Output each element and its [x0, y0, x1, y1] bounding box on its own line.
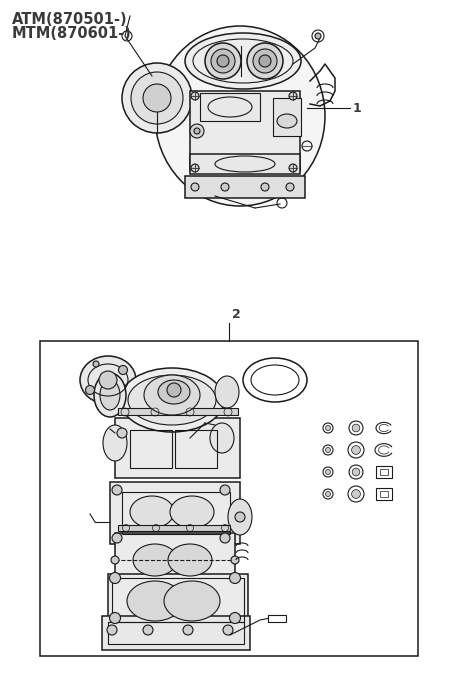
Bar [175, 430, 217, 468]
Bar [108, 622, 244, 644]
Bar [200, 93, 259, 121]
Ellipse shape [100, 380, 120, 410]
Circle shape [107, 625, 117, 635]
Bar [118, 525, 230, 531]
Circle shape [285, 183, 294, 191]
Circle shape [205, 43, 240, 79]
Polygon shape [189, 91, 300, 171]
Circle shape [231, 556, 238, 564]
Circle shape [223, 625, 232, 635]
Ellipse shape [163, 581, 219, 621]
Circle shape [143, 84, 171, 112]
Circle shape [131, 72, 182, 124]
Circle shape [109, 572, 120, 584]
Circle shape [246, 43, 282, 79]
Circle shape [191, 164, 199, 172]
Circle shape [325, 426, 330, 431]
Bar [102, 616, 250, 650]
Circle shape [260, 183, 269, 191]
Circle shape [118, 366, 127, 375]
Ellipse shape [103, 425, 127, 461]
Ellipse shape [185, 33, 300, 89]
Circle shape [229, 572, 240, 584]
Ellipse shape [94, 373, 126, 417]
Ellipse shape [227, 499, 251, 535]
Bar [375, 466, 391, 478]
Circle shape [217, 55, 229, 67]
Ellipse shape [158, 380, 189, 404]
Circle shape [99, 371, 117, 389]
Ellipse shape [128, 375, 216, 425]
Circle shape [234, 512, 244, 522]
Circle shape [211, 49, 234, 73]
Circle shape [351, 424, 359, 432]
Ellipse shape [120, 368, 224, 432]
Circle shape [288, 92, 296, 100]
Circle shape [351, 468, 359, 476]
Circle shape [351, 445, 360, 454]
Circle shape [194, 128, 200, 134]
Ellipse shape [80, 356, 136, 404]
Circle shape [85, 385, 94, 394]
Bar [118, 408, 238, 415]
Text: 1: 1 [352, 101, 361, 114]
Ellipse shape [144, 375, 200, 415]
Circle shape [219, 533, 230, 543]
Bar [130, 430, 172, 468]
Circle shape [288, 164, 296, 172]
Bar [110, 482, 239, 544]
Circle shape [93, 361, 99, 367]
Circle shape [314, 33, 320, 39]
Bar [379, 491, 387, 497]
Circle shape [220, 183, 229, 191]
Circle shape [191, 183, 199, 191]
Circle shape [252, 49, 276, 73]
Ellipse shape [214, 376, 238, 408]
Text: ATM(870501-): ATM(870501-) [12, 12, 127, 27]
Circle shape [189, 124, 204, 138]
Ellipse shape [276, 114, 296, 128]
Circle shape [111, 556, 119, 564]
Circle shape [112, 485, 122, 495]
Circle shape [109, 613, 120, 623]
Bar [375, 488, 391, 500]
Ellipse shape [169, 496, 213, 528]
Circle shape [112, 533, 122, 543]
Ellipse shape [127, 581, 182, 621]
Bar [189, 154, 300, 174]
Bar [115, 533, 234, 583]
Text: 2: 2 [232, 308, 240, 321]
Circle shape [122, 63, 192, 133]
Circle shape [182, 625, 193, 635]
Circle shape [219, 485, 230, 495]
Circle shape [258, 55, 270, 67]
Bar [379, 469, 387, 475]
Ellipse shape [168, 544, 212, 576]
Circle shape [167, 383, 181, 397]
Circle shape [117, 428, 127, 438]
Bar [115, 418, 239, 478]
Circle shape [229, 613, 240, 623]
Circle shape [325, 447, 330, 452]
Bar [185, 176, 304, 198]
Circle shape [191, 92, 199, 100]
Bar [112, 578, 244, 622]
Ellipse shape [210, 423, 233, 453]
Text: MTM(870601-): MTM(870601-) [12, 26, 131, 41]
Bar [268, 615, 285, 622]
Circle shape [351, 489, 360, 498]
Circle shape [325, 470, 330, 475]
Circle shape [143, 625, 153, 635]
Ellipse shape [130, 496, 174, 528]
Circle shape [325, 491, 330, 496]
Bar [40, 341, 417, 656]
Bar [272, 98, 300, 136]
Ellipse shape [133, 544, 176, 576]
Bar [108, 574, 247, 626]
Ellipse shape [155, 26, 324, 206]
Bar [122, 492, 230, 534]
